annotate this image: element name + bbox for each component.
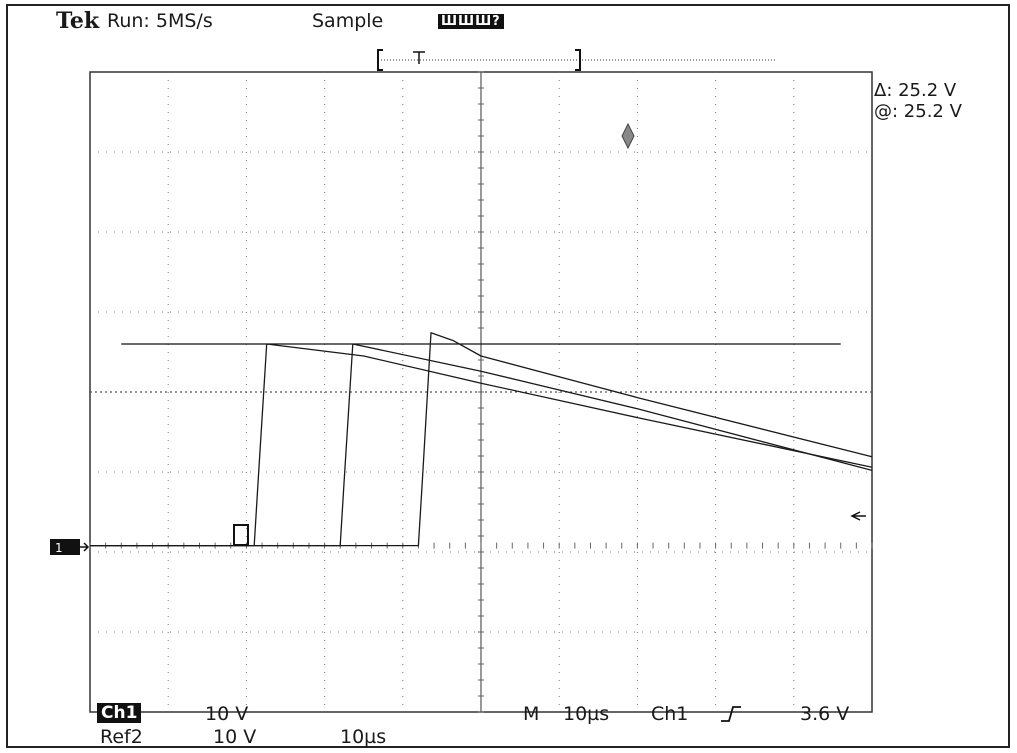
cursor-diamond-icon xyxy=(621,122,635,150)
ref2-label: Ref2 xyxy=(100,726,143,748)
trigger-source: Ch1 xyxy=(651,703,689,725)
record-window-indicator xyxy=(377,49,775,71)
scope-frame xyxy=(6,4,1010,748)
waveform-trace-3 xyxy=(90,332,873,547)
main-timebase-prefix: M xyxy=(523,703,540,725)
acquisition-mode: Sample xyxy=(312,10,384,32)
cursor-delta-readout: Δ: 25.2 V xyxy=(874,80,957,101)
run-status: Run: 5MS/s xyxy=(107,10,213,32)
ref-marker-box xyxy=(233,524,249,546)
rising-edge-icon xyxy=(721,706,741,722)
ref2-time: 10µs xyxy=(340,726,387,748)
status-badge: ШШШ? xyxy=(438,14,504,29)
ch1-scale: 10 V xyxy=(205,703,249,725)
ch1-ground-marker-text: 1 xyxy=(55,541,63,555)
ch1-label: Ch1 xyxy=(97,703,142,723)
scope-markers: 1 xyxy=(50,122,866,555)
ch1-ground-marker xyxy=(50,539,80,555)
trigger-level: 3.6 V xyxy=(800,703,850,725)
ground-arrow-icon xyxy=(80,542,90,552)
waveform-trace-1 xyxy=(90,343,873,547)
ref2-scale: 10 V xyxy=(213,726,257,748)
trigger-level-arrow-icon xyxy=(850,511,866,521)
brand-label: Tek xyxy=(56,8,100,34)
waveform-traces xyxy=(90,332,873,547)
main-timebase: 10µs xyxy=(563,703,610,725)
graticule xyxy=(89,71,873,713)
cursor-at-readout: @: 25.2 V xyxy=(874,101,962,122)
